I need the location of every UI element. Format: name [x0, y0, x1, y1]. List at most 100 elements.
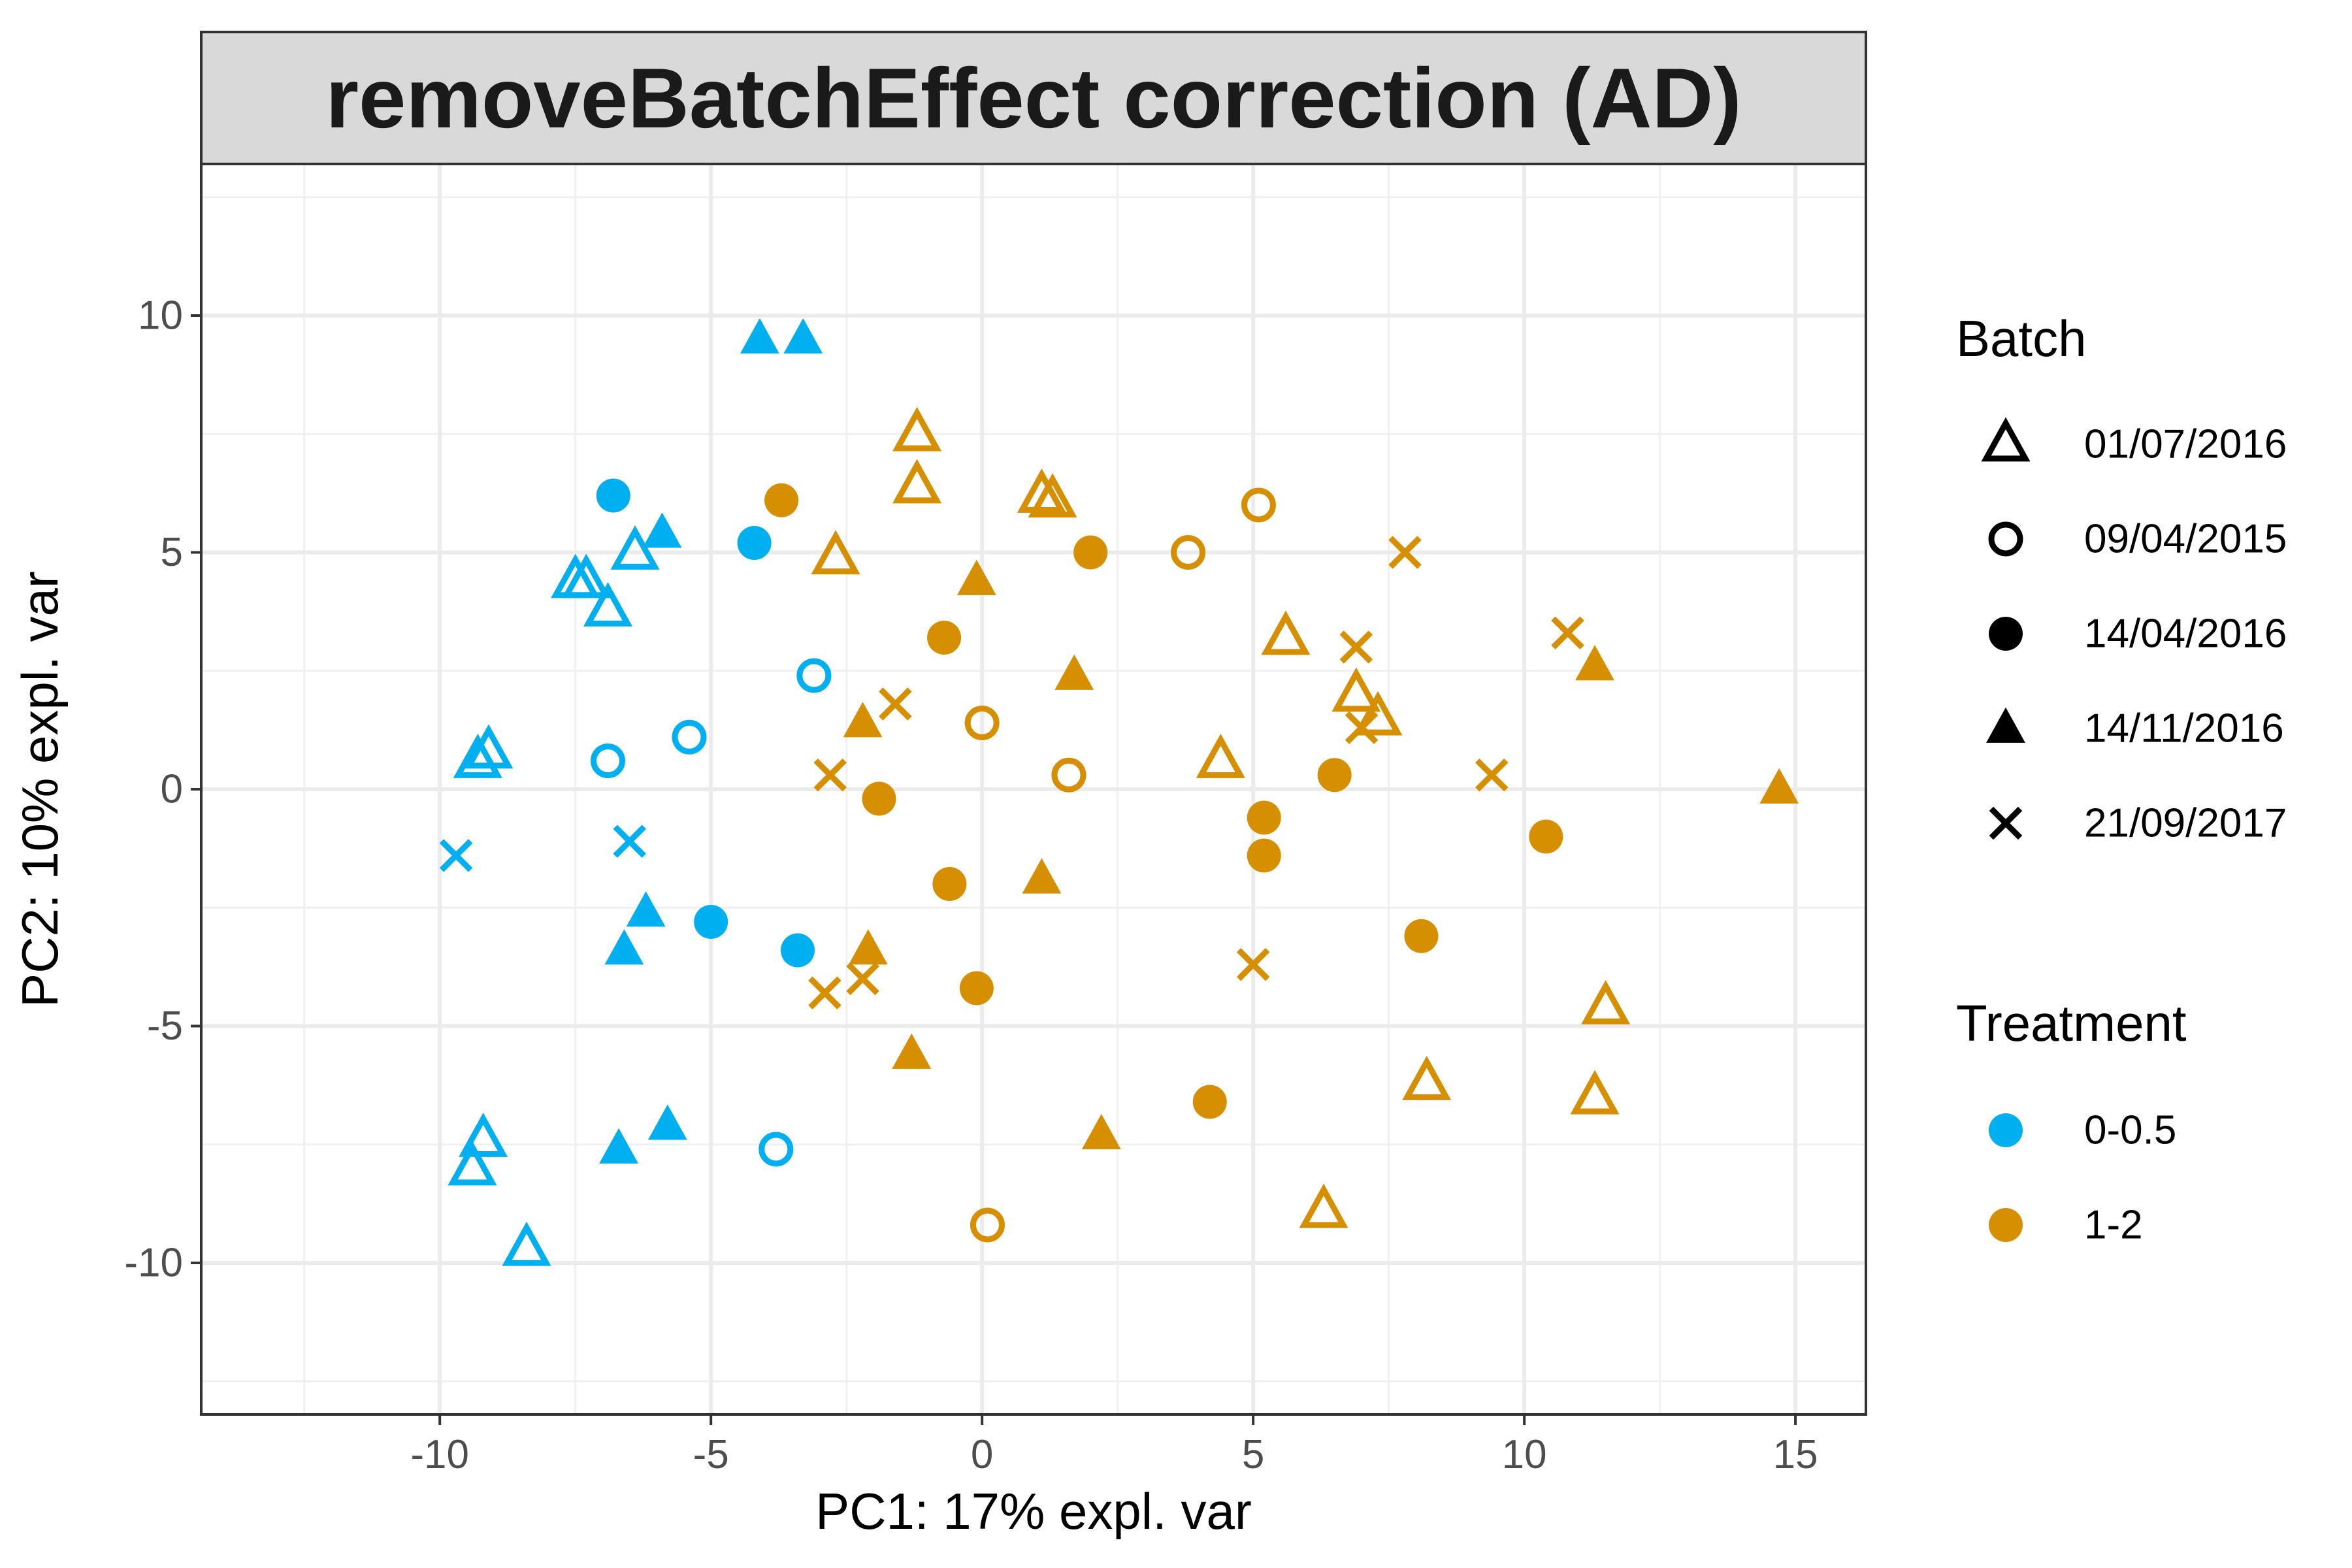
data-point [959, 971, 994, 1005]
data-point [927, 621, 962, 655]
data-points [439, 318, 1799, 1266]
data-point [879, 687, 912, 721]
y-tick-label: 5 [161, 530, 183, 575]
data-point [846, 962, 879, 996]
data-point [843, 702, 883, 738]
data-point [1054, 654, 1094, 690]
y-tick-label: -5 [147, 1004, 183, 1049]
data-point [813, 758, 847, 792]
data-point [783, 318, 823, 354]
data-point [848, 929, 888, 965]
legend-batch-key [1989, 617, 2023, 651]
data-point [610, 525, 660, 570]
data-point [1388, 536, 1422, 569]
data-point [1759, 768, 1799, 804]
data-point [808, 976, 841, 1010]
legend-treatment-key [1989, 1113, 2023, 1147]
data-point [1261, 610, 1311, 655]
legend-batch-label: 14/11/2016 [2084, 706, 2284, 751]
x-axis-title: PC1: 17% expl. var [815, 1482, 1252, 1540]
legend-batch-label: 21/09/2017 [2084, 801, 2287, 846]
y-axis: -10 -5 0 5 10 [124, 293, 201, 1286]
data-point [1345, 711, 1379, 745]
data-point [613, 825, 646, 858]
data-point [1529, 819, 1563, 854]
data-point [1581, 979, 1631, 1024]
data-point [764, 483, 799, 517]
legend-treatment-key [1989, 1208, 2023, 1242]
data-point [590, 743, 625, 778]
facet-strip [200, 31, 1867, 165]
grid-lines [201, 164, 1866, 1414]
data-point [439, 839, 473, 872]
x-tick-label: 15 [1773, 1432, 1818, 1477]
data-point [599, 1128, 638, 1164]
data-point [1081, 1114, 1121, 1150]
y-tick-label: 10 [138, 293, 183, 338]
data-point [502, 1221, 551, 1266]
x-tick-label: -10 [410, 1432, 469, 1477]
data-point [626, 891, 666, 927]
data-point [1022, 858, 1062, 894]
legend-batch-key [1988, 521, 2023, 557]
legend-batch-title: Batch [1956, 310, 2086, 367]
data-point [1570, 1070, 1620, 1115]
data-point [1575, 645, 1614, 681]
data-point [459, 1112, 508, 1157]
data-point [604, 929, 644, 965]
data-point [862, 781, 896, 816]
data-point [1241, 487, 1276, 523]
data-point [672, 719, 707, 755]
data-point [1247, 800, 1281, 835]
data-point [453, 733, 502, 778]
data-point [796, 658, 832, 693]
y-tick-label: 0 [161, 767, 183, 812]
data-point [464, 724, 514, 769]
data-point [1339, 630, 1373, 664]
data-point [780, 933, 815, 968]
y-axis-title: PC2: 10% expl. var [11, 571, 69, 1007]
data-point [1171, 535, 1206, 570]
data-point [932, 867, 967, 901]
legend-batch: Batch 01/07/2016 09/04/2015 14/04/2016 14/11… [1956, 310, 2287, 846]
legend-batch-key [1989, 806, 2023, 840]
data-point [740, 318, 779, 354]
data-point [1196, 733, 1245, 778]
x-tick-label: 5 [1242, 1432, 1264, 1477]
data-point [1299, 1183, 1348, 1228]
x-tick-label: 10 [1502, 1432, 1547, 1477]
data-point [1475, 758, 1509, 792]
data-point [1051, 757, 1086, 792]
data-point [1247, 838, 1281, 873]
data-point [1353, 691, 1403, 736]
data-point [1028, 473, 1077, 518]
data-point [737, 526, 772, 560]
data-point [1404, 919, 1439, 953]
data-point [1192, 1085, 1227, 1119]
data-point [583, 581, 633, 627]
data-point [561, 553, 611, 598]
legend-treatment-title: Treatment [1956, 994, 2187, 1052]
legend-batch-key [1986, 707, 2025, 743]
x-tick-label: 0 [971, 1432, 993, 1477]
data-point [448, 1141, 497, 1186]
data-point [1017, 468, 1066, 513]
data-point [1236, 947, 1270, 981]
data-point [1551, 616, 1584, 650]
legend-batch-label: 09/04/2015 [2084, 517, 2287, 562]
data-point [892, 406, 942, 451]
y-tick-label: -10 [124, 1241, 183, 1286]
x-tick-label: -5 [693, 1432, 729, 1477]
legend-batch-label: 01/07/2016 [2084, 422, 2287, 467]
data-point [970, 1207, 1005, 1243]
data-point [811, 530, 860, 575]
legend-batch-label: 14/04/2016 [2084, 612, 2287, 657]
x-axis: -10 -5 0 5 10 15 [410, 1414, 1818, 1477]
data-point [694, 905, 728, 939]
data-point [892, 1033, 932, 1069]
chart-title: removeBatchEffect correction (AD) [325, 50, 1741, 146]
data-point [1402, 1055, 1452, 1100]
legend-treatment-label: 0-0.5 [2084, 1108, 2176, 1153]
data-point [956, 559, 996, 595]
